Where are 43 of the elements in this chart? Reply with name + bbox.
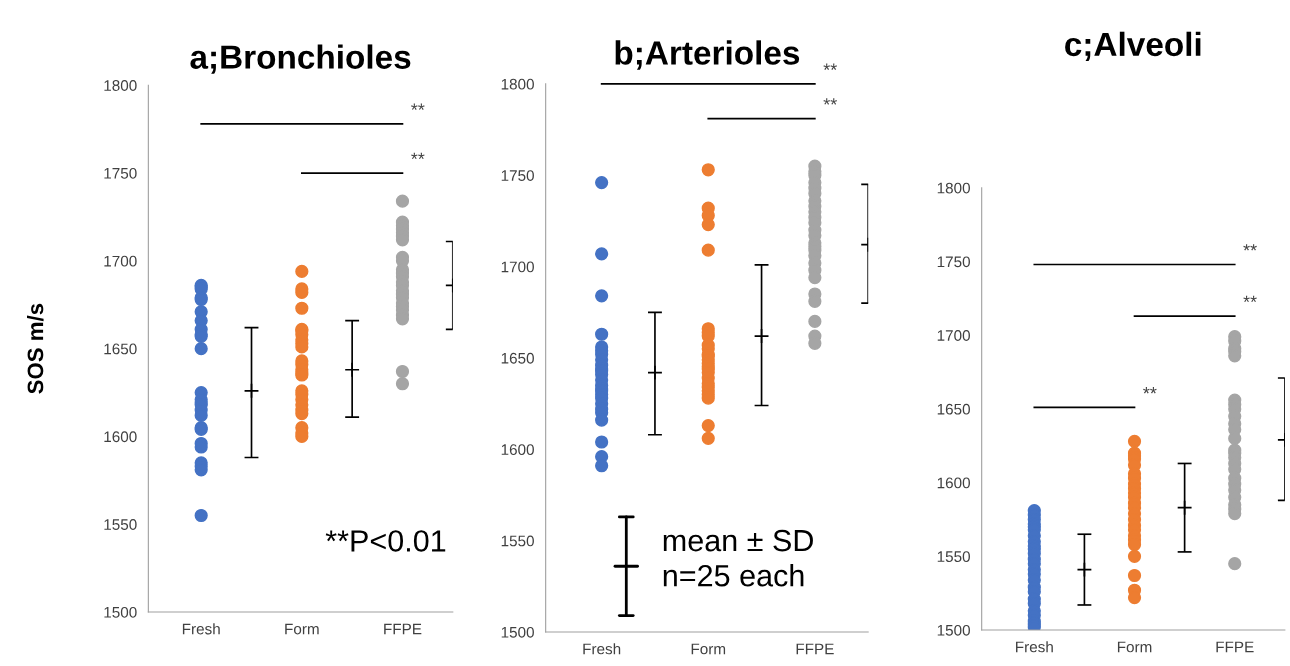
annotation: mean ± SD n=25 each [663, 529, 813, 587]
x-tick-label: Fresh [583, 643, 621, 655]
y-tick-label: 1650 [501, 352, 534, 364]
x-tick-label: FFPE [796, 643, 834, 655]
y-tick-label: 1750 [104, 167, 137, 179]
y-tick-label: 1600 [501, 444, 534, 456]
y-tick-label: 1700 [501, 261, 534, 273]
y-tick-label: 1750 [501, 170, 534, 181]
annotation: ** [411, 103, 425, 110]
y-tick-label: 1550 [104, 519, 137, 530]
x-tick-label: Form [285, 623, 319, 635]
y-tick-label: 1550 [937, 551, 970, 563]
y-tick-label: 1700 [937, 330, 970, 341]
y-tick-label: 1800 [501, 78, 534, 90]
y-tick-label: 1800 [937, 182, 970, 194]
annotation: ** [823, 98, 837, 105]
y-tick-label: 1650 [937, 403, 970, 415]
annotation: **P<0.01 [325, 530, 446, 552]
y-tick-label: 1500 [937, 624, 970, 636]
chart-title: c;Alveoli [1065, 31, 1201, 62]
y-tick-label: 1600 [104, 431, 137, 443]
y-tick-label: 1600 [937, 477, 970, 489]
x-tick-label: Fresh [182, 623, 220, 635]
y-tick-label: 1650 [104, 343, 137, 355]
chart-title: b;Arterioles [615, 40, 800, 70]
y-tick-label: 1500 [104, 606, 137, 618]
annotation: ** [1143, 387, 1157, 394]
x-tick-label: Form [691, 643, 726, 655]
chart-title: a;Bronchioles [190, 44, 411, 74]
y-tick-label: 1550 [501, 535, 534, 547]
annotation: ** [1243, 295, 1257, 303]
x-tick-label: Form [1117, 641, 1152, 653]
y-tick-label: 1750 [937, 256, 970, 268]
x-tick-label: FFPE [384, 623, 422, 635]
annotation: ** [411, 152, 425, 160]
y-tick-label: 1700 [104, 255, 137, 267]
annotation: ** [1243, 244, 1257, 251]
x-tick-label: FFPE [1216, 641, 1254, 653]
annotation: ** [823, 63, 837, 70]
y-tick-label: 1500 [501, 626, 534, 638]
y-tick-label: 1800 [104, 80, 137, 91]
x-tick-label: Fresh [1016, 641, 1053, 653]
y-axis-title: SOS m/s [26, 303, 44, 394]
